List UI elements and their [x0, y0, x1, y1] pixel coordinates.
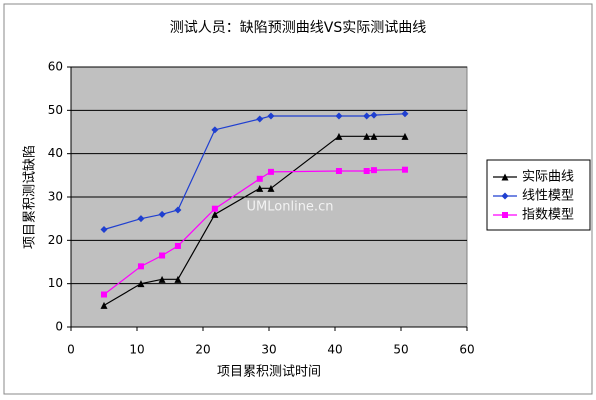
y-tick-label: 0 — [55, 320, 63, 334]
marker — [158, 275, 166, 283]
x-tick-label: 40 — [327, 343, 342, 357]
marker — [363, 132, 371, 140]
legend-label: 线性模型 — [522, 189, 574, 204]
marker — [159, 252, 166, 259]
marker — [256, 115, 264, 123]
x-tick-label: 0 — [67, 343, 75, 357]
legend-label: 指数模型 — [522, 208, 574, 223]
marker — [211, 210, 219, 218]
x-tick-label: 60 — [459, 343, 474, 357]
marker — [501, 173, 509, 181]
marker — [363, 112, 371, 120]
marker — [256, 184, 264, 192]
marker — [100, 301, 108, 309]
x-tick-label: 50 — [393, 343, 408, 357]
chart-title: 测试人员：缺陷预测曲线VS实际测试曲线 — [170, 20, 426, 36]
marker — [174, 275, 182, 283]
x-tick-label: 20 — [195, 343, 210, 357]
marker — [501, 192, 509, 200]
y-tick-label: 60 — [48, 60, 63, 74]
y-tick-label: 30 — [48, 190, 63, 204]
marker — [137, 280, 145, 288]
marker — [158, 210, 166, 218]
marker — [401, 110, 409, 118]
marker — [502, 212, 508, 218]
marker — [174, 206, 182, 214]
marker — [267, 168, 274, 175]
marker — [256, 175, 263, 182]
marker — [335, 132, 343, 140]
y-tick-label: 50 — [48, 103, 63, 117]
marker — [370, 167, 377, 174]
marker — [370, 132, 378, 140]
marker — [363, 168, 370, 174]
x-tick-label: 30 — [261, 343, 276, 357]
marker — [401, 132, 409, 140]
marker — [101, 291, 107, 298]
watermark: UMLonline.cn — [247, 200, 334, 215]
marker — [174, 242, 181, 249]
x-axis-label: 项目累积测试时间 — [217, 365, 321, 380]
marker — [401, 166, 408, 173]
legend-label: 实际曲线 — [522, 170, 574, 185]
marker — [137, 215, 145, 223]
y-tick-label: 10 — [48, 276, 63, 290]
marker — [335, 168, 342, 174]
y-tick-label: 20 — [48, 233, 63, 247]
marker — [100, 226, 108, 233]
marker — [267, 184, 275, 192]
marker — [335, 112, 343, 120]
marker — [211, 126, 219, 134]
x-tick-label: 10 — [129, 343, 144, 357]
marker — [211, 205, 218, 212]
marker — [267, 112, 275, 120]
y-axis-label: 项目累积测试缺陷 — [23, 145, 38, 249]
marker — [370, 111, 378, 119]
y-tick-label: 40 — [48, 146, 63, 160]
marker — [137, 263, 144, 270]
